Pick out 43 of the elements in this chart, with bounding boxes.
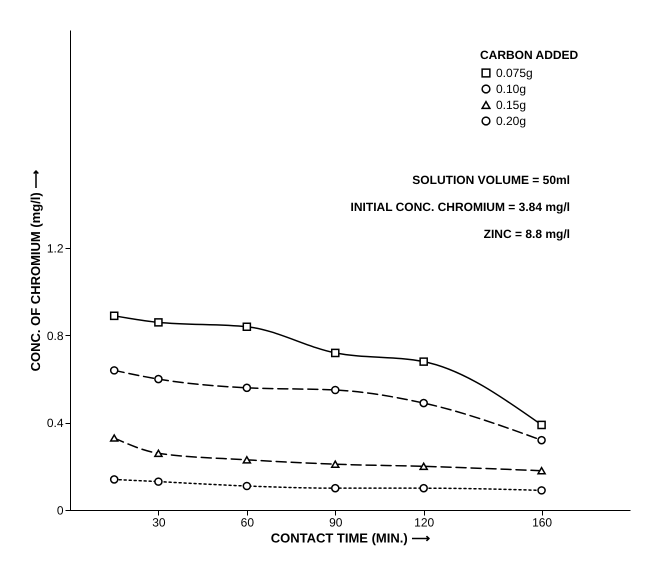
point — [110, 312, 118, 320]
point — [419, 462, 428, 470]
point — [537, 486, 546, 495]
point — [154, 374, 163, 384]
legend-label: 0.15g — [496, 98, 526, 112]
y-tick-label: 0.4 — [46, 416, 64, 430]
annotation: ZINC = 8.8 mg/l — [484, 227, 570, 241]
x-tick-label: 60 — [240, 516, 254, 530]
y-tick-label: 0.8 — [46, 328, 64, 343]
x-tick-label: 90 — [329, 516, 343, 530]
point — [419, 357, 428, 366]
x-tick-label: 120 — [414, 516, 435, 530]
point — [154, 449, 163, 458]
point — [419, 484, 428, 492]
y-tick-label: 0 — [56, 504, 64, 518]
x-tick-label: 160 — [532, 516, 552, 530]
legend-label: 0.10g — [496, 82, 526, 96]
point — [537, 436, 546, 444]
point — [242, 482, 252, 490]
point — [537, 420, 546, 430]
point — [110, 434, 118, 442]
legend-title: CARBON ADDED — [480, 48, 579, 62]
point — [154, 318, 163, 327]
point — [242, 384, 252, 392]
point — [154, 477, 163, 486]
legend-label: 0.20g — [496, 114, 526, 128]
y-axis-title: CONC. OF CHROMIUM (mg/l) ⟶ — [28, 170, 43, 372]
point — [537, 466, 546, 475]
y-tick-label: 1.2 — [46, 242, 64, 256]
x-tick-label: 30 — [152, 516, 166, 530]
annotation: SOLUTION VOLUME = 50ml — [412, 173, 570, 187]
legend-label: 0.075g — [496, 66, 533, 80]
point — [330, 484, 340, 492]
point — [330, 460, 340, 468]
point — [110, 475, 118, 484]
point — [330, 348, 340, 358]
x-axis-title: CONTACT TIME (MIN.) ⟶ — [270, 530, 430, 546]
point — [242, 322, 252, 332]
point — [110, 366, 118, 375]
point — [330, 386, 340, 394]
point — [242, 456, 252, 464]
point — [419, 398, 428, 408]
annotation: INITIAL CONC. CHROMIUM = 3.84 mg/l — [350, 200, 570, 214]
